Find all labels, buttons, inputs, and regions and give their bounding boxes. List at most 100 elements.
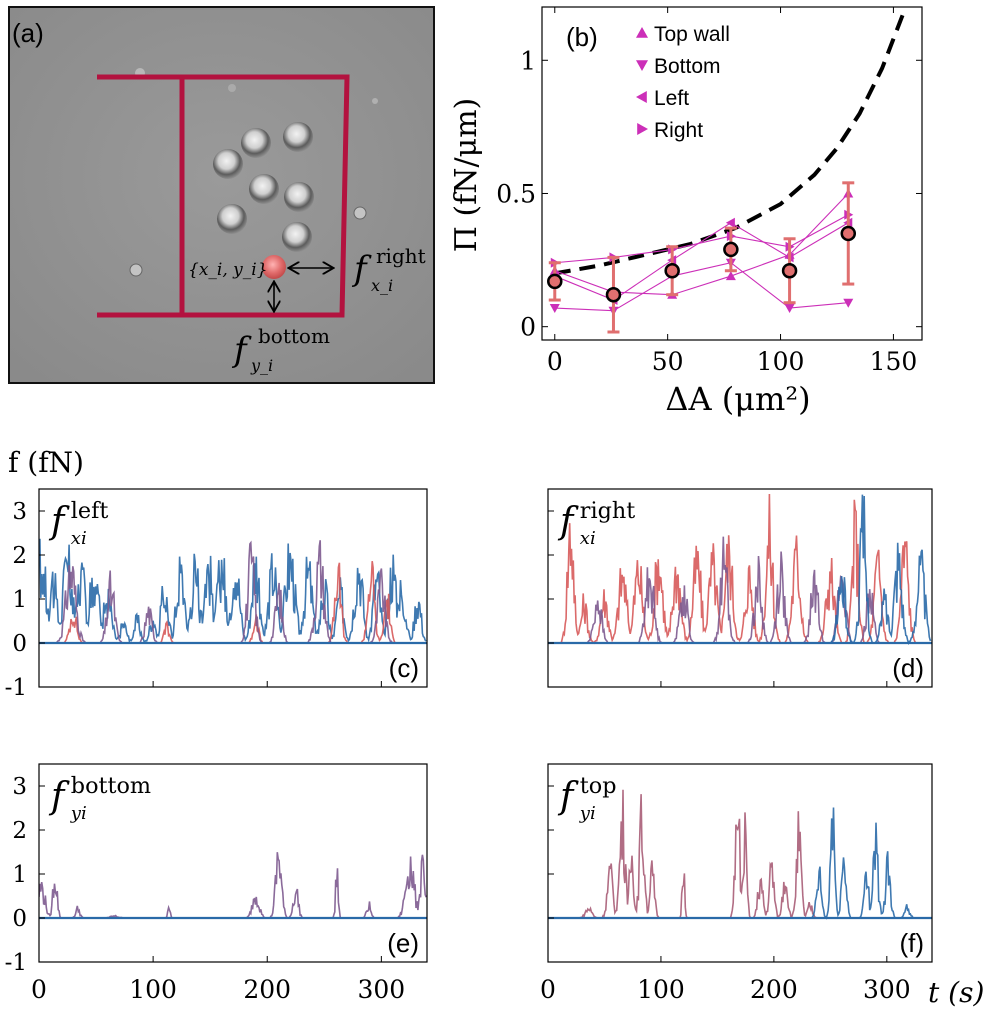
panel-label-bg — [385, 926, 421, 956]
panel-label-bg — [385, 651, 421, 681]
legend-marker — [636, 91, 647, 103]
x-tick-label: 200 — [750, 975, 798, 1004]
force-label-e-main: f — [48, 776, 70, 817]
panel-a-image — [8, 6, 435, 384]
y-tick-label: 3 — [12, 774, 27, 800]
legend-marker — [636, 60, 648, 71]
panel-label: (d) — [892, 653, 924, 683]
series-point-bottom — [549, 304, 560, 314]
force-label-d: f right xi — [557, 498, 635, 549]
chart-b-legend: Top wall Bottom Left Right — [636, 23, 730, 142]
axes-box — [38, 488, 428, 688]
series-point-top-wall — [725, 271, 736, 281]
stray-bead — [353, 206, 367, 220]
panel-a-label: (a) — [12, 18, 44, 48]
colloid-bead — [284, 182, 314, 212]
panel-label: (c) — [389, 653, 419, 683]
series-line-left — [554, 222, 849, 301]
x-tick-label: 50 — [652, 347, 684, 376]
force-label-c-main: f — [48, 501, 70, 542]
chart-b-axes-box — [541, 6, 923, 341]
chart-f-force-top: 0 100 200 300 (f) f top yi t (s) — [540, 763, 984, 1009]
stray-bead — [372, 98, 378, 104]
force-label-c-sup: left — [71, 498, 109, 524]
time-axis-label: t (s) — [928, 976, 984, 1009]
x-tick-label: 100 — [637, 975, 685, 1004]
y-tick-label: -1 — [5, 950, 27, 976]
force-label-f-sup: top — [580, 773, 617, 799]
x-tick-label: 300 — [863, 975, 911, 1004]
force-label-e-sub: yi — [70, 803, 87, 824]
force-label-f: f top yi — [557, 773, 616, 824]
y-tick-label: 2 — [12, 818, 27, 844]
force-label-e: f bottom yi — [48, 773, 151, 824]
colloid-bead — [282, 222, 312, 252]
y-tick-label: 0 — [520, 313, 536, 342]
y-tick-label: 0.5 — [496, 179, 536, 208]
colloid-bead — [217, 204, 247, 234]
y-tick-label: 1 — [12, 862, 27, 888]
colloid-bead — [213, 149, 243, 179]
axes-box — [38, 763, 428, 963]
chart-b-xlabel: ΔA (μm²) — [665, 380, 810, 418]
force-label-f-sub: yi — [579, 803, 596, 824]
force-label-f-main: f — [557, 776, 579, 817]
panel-label: (f) — [899, 928, 924, 958]
x-tick-label: 100 — [757, 347, 805, 376]
mean-point — [840, 225, 857, 242]
chart-d-force-right: (d) f right xi — [547, 488, 933, 688]
series-point-left — [725, 217, 735, 228]
series-point-bottom — [784, 304, 795, 314]
right-force-label: f right x_i — [351, 244, 431, 295]
chart-b-panel-label: (b) — [566, 22, 598, 52]
axes-box — [547, 488, 933, 688]
force-label-d-main: f — [557, 501, 579, 542]
panel-label-bg — [890, 651, 926, 681]
legend-label: Left — [654, 87, 689, 110]
chart-b-pressure: 0 50 100 150 0 0.5 1 ΔA (μm²) Π (fN/μm) (b) Top wa… — [449, 6, 923, 418]
force-axis-label: f (fN) — [8, 446, 84, 479]
y-tick-label: 0 — [12, 631, 27, 657]
y-tick-label: 0 — [12, 906, 27, 932]
y-tick-label: 2 — [12, 543, 27, 569]
x-tick-label: 100 — [129, 975, 177, 1004]
bottom-force-sup: bottom — [258, 324, 330, 348]
x-tick-label: 0 — [547, 347, 563, 376]
colloid-bead — [249, 174, 279, 204]
legend-label: Bottom — [654, 55, 721, 78]
x-tick-label: 0 — [540, 975, 556, 1004]
colloid-bead — [283, 122, 313, 152]
stray-bead — [228, 84, 236, 92]
force-label-c-sub: xi — [71, 528, 87, 549]
mean-point — [664, 262, 680, 279]
legend-marker — [636, 27, 648, 38]
force-label-d-sup: right — [580, 498, 635, 524]
force-label-e-sup: bottom — [71, 773, 151, 799]
chart-c-force-left: -1 0 1 2 3 (c) f left xi f (fN) — [5, 446, 428, 701]
force-label-d-sub: xi — [580, 528, 596, 549]
right-force-sub: x_i — [371, 276, 393, 295]
panel-label: (e) — [387, 928, 419, 958]
panel-a-microscopy: (a) {x_i, y_i} f right x_i f bottom y_i — [8, 6, 435, 384]
trace-purple — [39, 852, 427, 919]
tracked-particle — [262, 255, 286, 279]
mean-point — [605, 286, 622, 303]
series-line-right — [554, 214, 849, 264]
colloid-cluster — [213, 122, 314, 252]
series-point-bottom — [843, 298, 854, 308]
x-tick-label: 200 — [243, 975, 291, 1004]
series-line-top-wall — [554, 193, 849, 296]
legend-marker — [637, 123, 648, 135]
particle-coordinates-label: {x_i, y_i} — [188, 260, 268, 280]
model-curve — [554, 8, 907, 276]
legend-label: Top wall — [654, 23, 730, 46]
mean-point — [781, 262, 798, 279]
mean-point — [723, 241, 739, 258]
x-tick-label: 0 — [31, 975, 47, 1004]
axes-box — [547, 763, 933, 963]
y-tick-label: 1 — [12, 587, 27, 613]
chart-b-ylabel: Π (fN/μm) — [449, 98, 484, 253]
legend-label: Right — [654, 119, 703, 142]
colloid-bead — [241, 128, 271, 158]
